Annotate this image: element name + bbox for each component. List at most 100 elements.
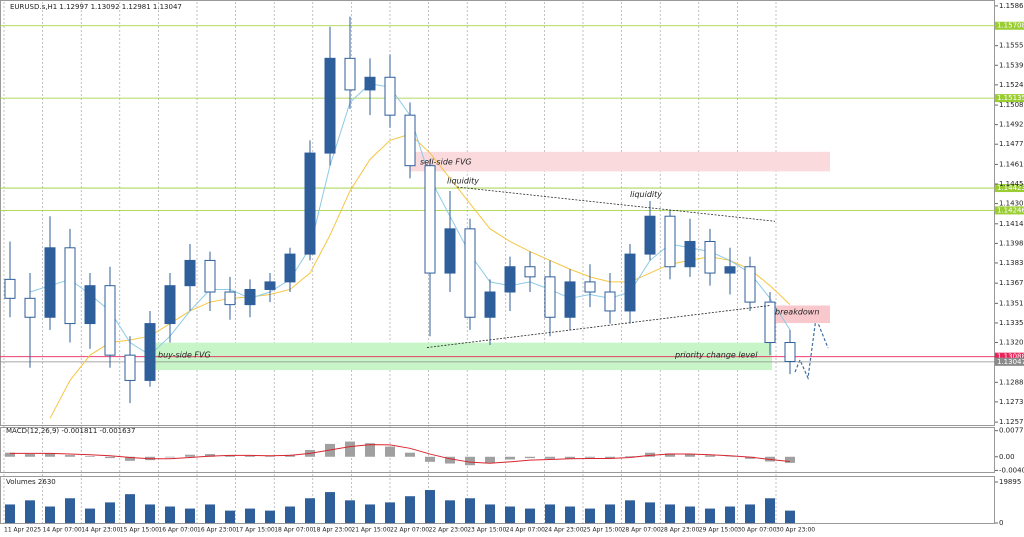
x-tick-label: 24 Apr 07:00	[506, 527, 545, 534]
candle-body	[404, 114, 416, 167]
macd-bar	[25, 454, 35, 457]
candle-body	[104, 285, 116, 356]
volume-bar	[125, 494, 135, 523]
volume-bar	[385, 502, 395, 523]
macd-bar	[665, 453, 675, 457]
x-tick-label: 29 Apr 15:00	[699, 527, 738, 534]
x-tick-label: 22 Apr 23:00	[429, 527, 468, 534]
volume-bar	[245, 508, 255, 523]
y-tick-label: 1.15395	[999, 61, 1024, 69]
y-tick-label: 1.15550	[999, 42, 1024, 50]
y-tick-label: 1.14300	[999, 200, 1024, 208]
macd-bar	[745, 456, 755, 459]
main-frame	[0, 0, 995, 426]
macd-bar	[565, 456, 575, 459]
volume-bar	[745, 504, 755, 523]
macd-bar	[685, 454, 695, 457]
candle-body	[744, 266, 756, 303]
level-tag	[995, 352, 1024, 361]
volume-bar	[325, 492, 335, 523]
x-tick-label: 14 Apr 07:00	[43, 527, 82, 534]
volume-bar	[65, 498, 75, 523]
macd-bar	[505, 456, 515, 460]
volume-bar	[405, 496, 415, 523]
y-tick-label: 1.15865	[999, 2, 1024, 10]
trendline	[456, 186, 776, 222]
macd-bar	[545, 456, 555, 459]
y-tick-label: 0.00	[999, 453, 1015, 461]
macd-bar	[85, 456, 95, 457]
volume-bar	[345, 500, 355, 523]
macd-bar	[465, 456, 475, 466]
candle-body	[524, 266, 536, 278]
x-tick-label: 14 Apr 23:00	[81, 527, 120, 534]
annotation: breakdown	[775, 308, 819, 317]
candle-body	[304, 152, 316, 255]
macd-bar	[605, 456, 615, 459]
macd-bar	[5, 452, 15, 457]
candle-body	[344, 57, 356, 91]
x-tick-label: 22 Apr 07:00	[390, 527, 429, 534]
macd-bar	[125, 456, 135, 461]
macd-bar	[525, 456, 535, 459]
annotation: liquidity	[630, 190, 662, 199]
y-tick-label: 1.12730	[999, 398, 1024, 406]
volume-bar	[585, 508, 595, 523]
y-tick-label: 0.007715	[999, 427, 1024, 435]
candle-body	[164, 285, 176, 325]
macd-bar	[645, 452, 655, 457]
macd-bar	[205, 454, 215, 457]
x-tick-label: 16 Apr 23:00	[197, 527, 236, 534]
macd-title: MACD(12,26,9) -0.001811 -0.001637	[6, 427, 135, 435]
x-tick-label: 24 Apr 23:00	[544, 527, 583, 534]
y-tick-label: 1.14140	[999, 220, 1024, 228]
candle-body	[444, 228, 456, 274]
x-tick-label: 25 Apr 15:00	[583, 527, 622, 534]
y-tick-label: 1.13355	[999, 319, 1024, 327]
level-tag	[995, 357, 1024, 366]
annotation: sell-side FVG	[420, 157, 472, 166]
volume-frame	[0, 476, 995, 524]
y-tick-label: 0	[999, 519, 1003, 527]
volume-bar	[85, 508, 95, 523]
y-tick-label: 1.13670	[999, 279, 1024, 287]
y-tick-label: 1.14925	[999, 121, 1024, 129]
level-tag	[995, 206, 1024, 215]
macd-bar	[105, 456, 115, 459]
volume-bar	[205, 504, 215, 523]
macd-bar	[185, 454, 195, 457]
candle-body	[704, 240, 716, 274]
y-tick-label: 1.13830	[999, 259, 1024, 267]
candle-body	[724, 266, 736, 274]
volume-bar	[525, 508, 535, 523]
candle-body	[324, 57, 336, 154]
macd-bar	[65, 455, 75, 457]
macd-bar	[625, 456, 635, 457]
level-label: 1.13088	[997, 353, 1024, 361]
macd-bar	[225, 455, 235, 457]
x-tick-label: 16 Apr 07:00	[158, 527, 197, 534]
x-tick-label: 18 Apr 23:00	[313, 527, 352, 534]
candle-body	[124, 354, 136, 381]
volume-bar	[5, 504, 15, 523]
trendline	[426, 305, 771, 348]
macd-bar	[385, 446, 395, 457]
x-tick-label: 18 Apr 07:00	[274, 527, 313, 534]
x-tick-label: 17 Apr 15:00	[236, 527, 275, 534]
x-tick-label: 23 Apr 15:00	[467, 527, 506, 534]
zone	[410, 151, 830, 172]
x-tick-label: 28 Apr 23:00	[660, 527, 699, 534]
candle-body	[484, 291, 496, 318]
candle-body	[184, 259, 196, 287]
y-tick-label: 1.12885	[999, 378, 1024, 386]
candle-body	[424, 165, 436, 274]
x-tick-label: 30 Apr 23:00	[776, 527, 815, 534]
moving-average	[49, 133, 791, 419]
macd-bar	[165, 456, 175, 458]
y-tick-label: 1.12570	[999, 418, 1024, 426]
candle-body	[644, 215, 656, 255]
volume-bar	[285, 506, 295, 523]
volume-bar	[105, 502, 115, 523]
chart-title: EURUSD.s,H1 1.12997 1.13092 1.12981 1.13…	[10, 3, 182, 11]
